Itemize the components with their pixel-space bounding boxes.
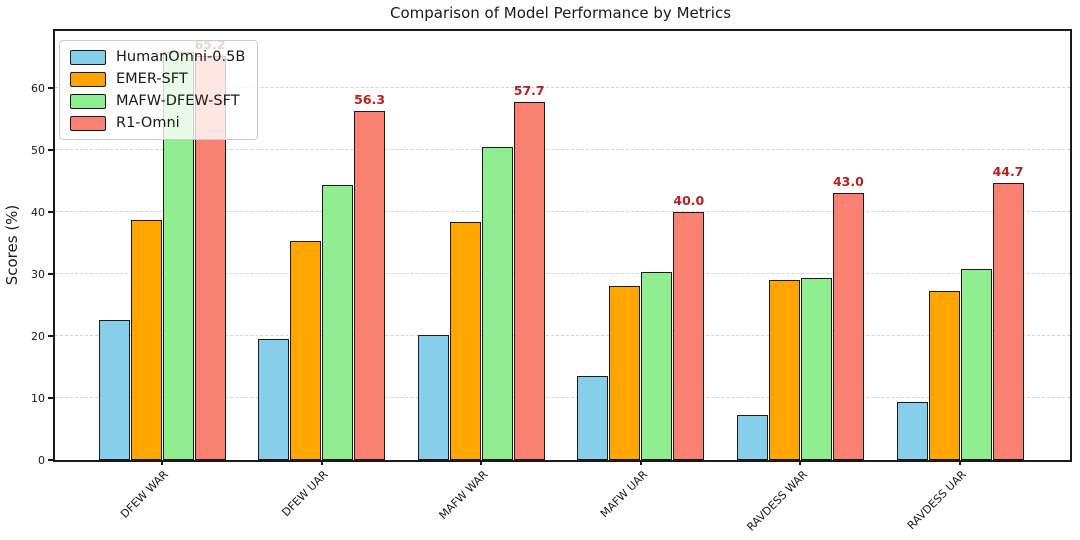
x-tick-label: MAFW WAR [436, 468, 491, 522]
y-tick-mark [48, 273, 53, 276]
bar [98, 319, 130, 460]
bar [577, 376, 609, 460]
legend: HumanOmni-0.5B EMER-SFT MAFW-DFEW-SFT R1-Om… [59, 40, 259, 140]
bar [290, 241, 322, 460]
legend-item: MAFW-DFEW-SFT [70, 93, 245, 109]
bar-value-label: 40.0 [673, 192, 705, 208]
bar [768, 280, 800, 460]
y-tick-mark [48, 211, 53, 214]
legend-swatch [70, 93, 106, 109]
legend-item: HumanOmni-0.5B [70, 49, 245, 65]
bar [896, 401, 928, 460]
chart-title: Comparison of Model Performance by Metri… [389, 4, 732, 22]
legend-item-label: R1-Omni [116, 115, 180, 131]
x-tick-mark [320, 460, 323, 465]
bar [832, 193, 864, 460]
bar-value-label: 57.7 [513, 83, 545, 99]
bar [609, 286, 641, 460]
y-tick-mark [48, 335, 53, 338]
y-tick-label: 30 [31, 268, 45, 282]
gridline [55, 87, 1070, 89]
bar [322, 185, 354, 460]
legend-swatch [70, 49, 106, 65]
legend-item-label: MAFW-DFEW-SFT [116, 93, 240, 109]
y-tick-mark [48, 149, 53, 152]
x-tick-mark [161, 460, 163, 465]
bar [481, 147, 513, 460]
x-tick-mark [799, 460, 802, 465]
legend-swatch [70, 71, 106, 87]
bar [513, 102, 545, 460]
gridline [55, 211, 1070, 213]
bar [928, 291, 960, 460]
y-axis-label: Scores (%) [3, 204, 21, 286]
y-tick-label: 60 [31, 82, 45, 96]
legend-item: EMER-SFT [70, 71, 245, 87]
x-tick-mark [480, 460, 483, 465]
bar [449, 222, 481, 460]
x-tick-label: DFEW WAR [118, 468, 172, 521]
x-tick-label: RAVDESS WAR [743, 468, 810, 534]
y-tick-label: 50 [31, 144, 45, 158]
bar [992, 182, 1024, 460]
x-tick-label: MAFW UAR [597, 468, 651, 521]
legend-item: R1-Omni [70, 115, 245, 131]
bar-value-label: 56.3 [354, 92, 386, 108]
legend-swatch [70, 115, 106, 131]
x-tick-label: RAVDESS UAR [905, 468, 970, 533]
x-tick-label: DFEW UAR [279, 468, 331, 520]
y-tick-mark [48, 87, 53, 90]
y-tick-mark [48, 397, 53, 400]
bar [960, 269, 992, 460]
y-tick-label: 20 [31, 330, 45, 344]
legend-item-label: EMER-SFT [116, 71, 188, 87]
bar [673, 211, 705, 460]
y-tick-mark [48, 459, 53, 461]
gridline [55, 397, 1070, 399]
bar [641, 271, 673, 460]
bar [354, 111, 386, 460]
bar-value-label: 43.0 [832, 174, 864, 190]
bar [130, 220, 162, 460]
bar-value-label: 44.7 [992, 163, 1024, 179]
y-tick-label: 10 [31, 392, 45, 406]
bar [736, 414, 768, 460]
x-tick-mark [959, 460, 961, 465]
bar [258, 339, 290, 460]
bar [417, 334, 449, 460]
y-tick-label: 0 [38, 454, 45, 467]
gridline [55, 335, 1070, 337]
legend-item-label: HumanOmni-0.5B [116, 49, 246, 65]
y-tick-label: 40 [31, 206, 45, 220]
gridline [55, 149, 1070, 151]
gridline [55, 273, 1070, 275]
bar [800, 278, 832, 460]
plot-area: 0 10 20 30 40 50 60 DFEW WAR DFEW UAR MAFW WAR MAF… [31, 29, 1072, 534]
x-tick-mark [639, 460, 642, 465]
